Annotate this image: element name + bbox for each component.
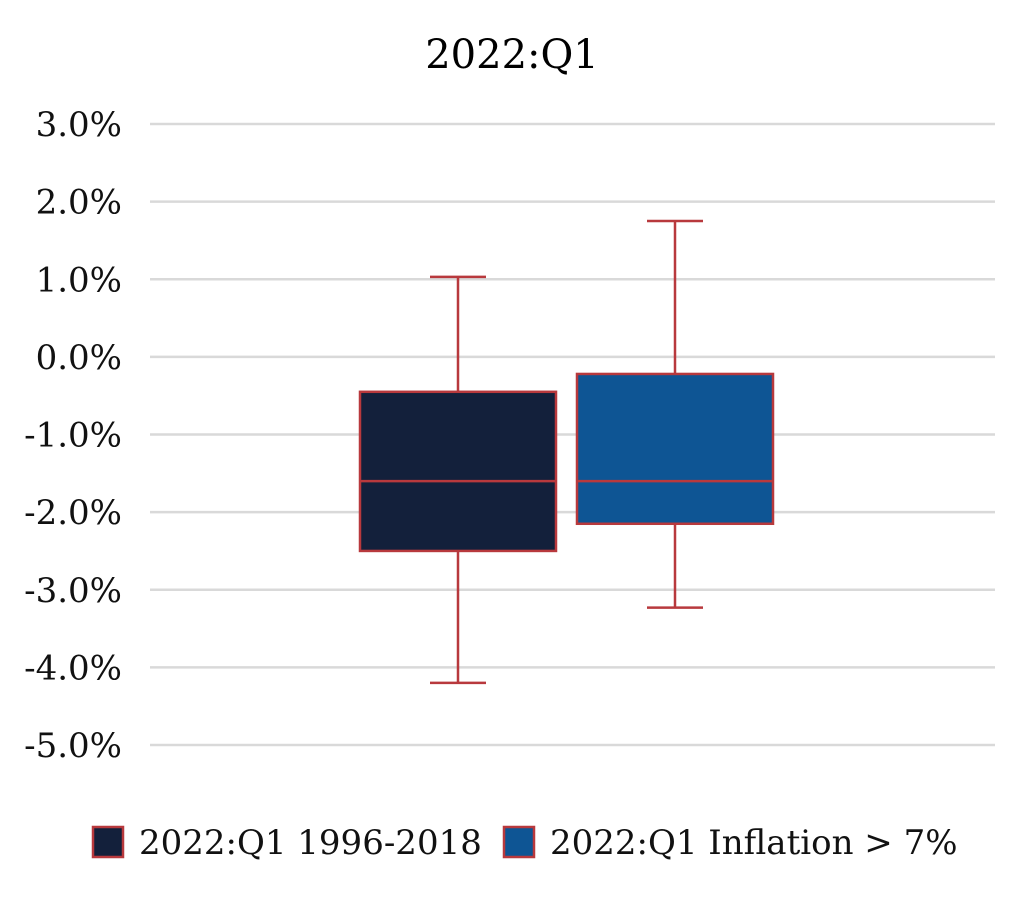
legend-swatch <box>502 825 536 859</box>
y-tick-label: 2.0% <box>36 183 122 223</box>
gridlines <box>150 122 995 747</box>
y-tick-label: 1.0% <box>36 260 122 300</box>
box-group <box>575 219 775 609</box>
box-series <box>358 219 775 685</box>
legend: 2022:Q1 1996-2018 2022:Q1 Inflation > 7% <box>91 823 958 863</box>
y-tick-label: 3.0% <box>36 105 122 145</box>
box-iqr <box>575 372 775 526</box>
y-tick-label: -3.0% <box>24 571 122 611</box>
legend-label: 2022:Q1 Inflation > 7% <box>550 823 958 863</box>
chart-title: 2022:Q1 <box>425 32 599 78</box>
y-tick-label: -2.0% <box>24 493 122 533</box>
y-tick-label: 0.0% <box>36 338 122 378</box>
box-group <box>358 275 558 685</box>
y-tick-label: -4.0% <box>24 648 122 688</box>
box-iqr <box>358 390 558 553</box>
y-axis-tick-labels: 3.0% 2.0% 1.0% 0.0% -1.0% -2.0% -3.0% -4.0% -5.0… <box>24 105 122 766</box>
legend-label: 2022:Q1 1996-2018 <box>139 823 482 863</box>
y-tick-label: -5.0% <box>24 726 122 766</box>
y-tick-label: -1.0% <box>24 416 122 456</box>
legend-swatch <box>91 825 125 859</box>
